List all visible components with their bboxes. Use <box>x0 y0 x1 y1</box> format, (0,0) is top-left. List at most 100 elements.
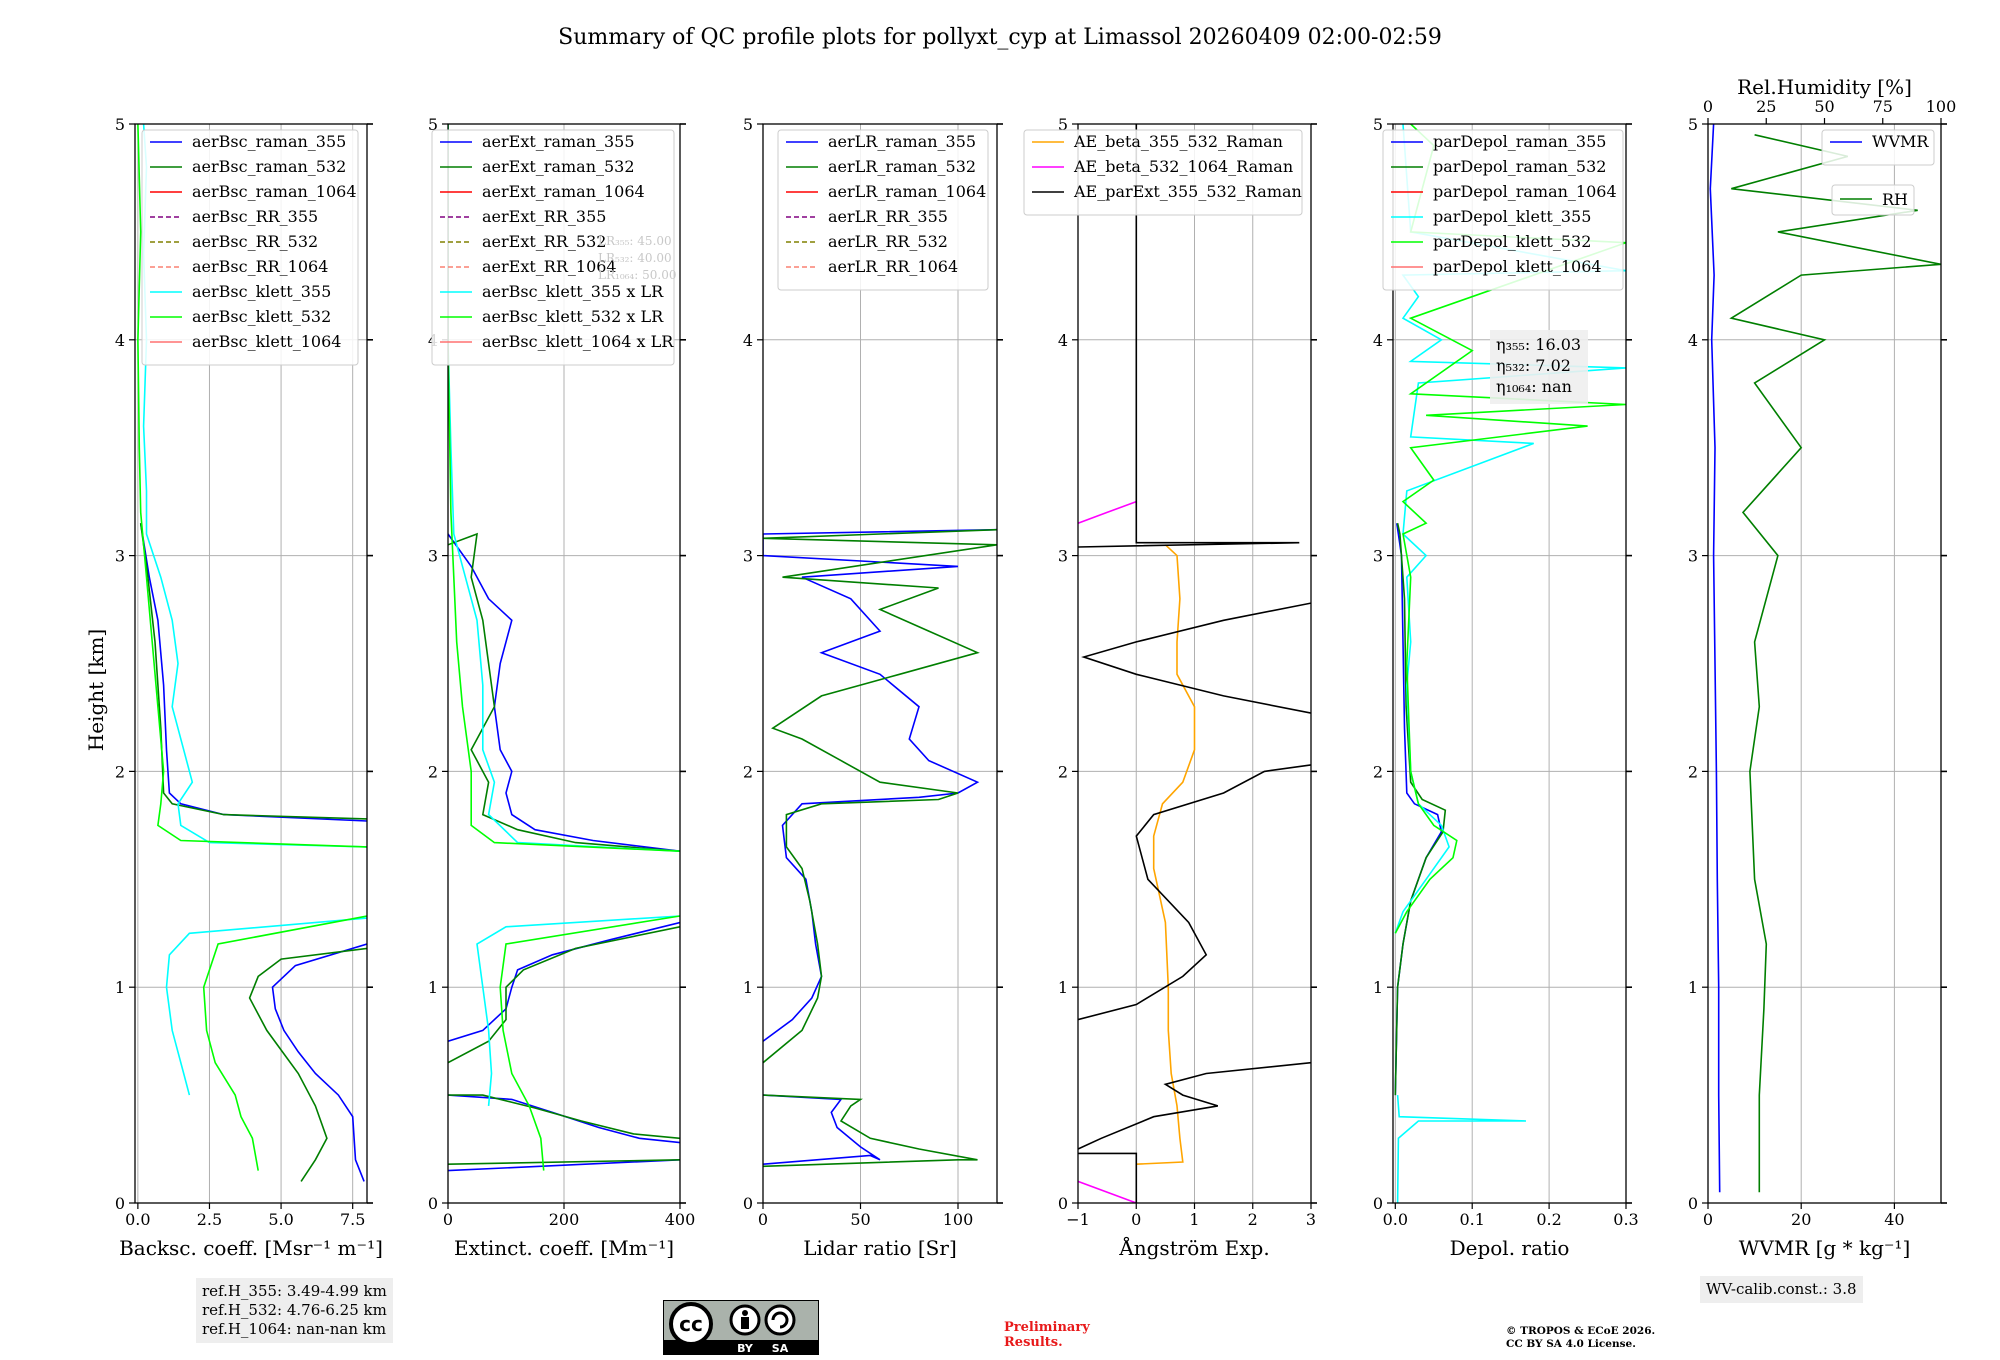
series-aerBsc_klett_355 <box>165 917 367 1096</box>
legend-label: aerBsc_raman_355 <box>192 132 346 151</box>
legend-label: aerBsc_klett_532 <box>192 307 331 326</box>
x-tick-label: 0 <box>758 1210 768 1229</box>
y-tick-label: 4 <box>743 331 753 350</box>
series-aerBsc_klett_532_xLR <box>499 915 680 1171</box>
legend-label: aerLR_RR_1064 <box>828 257 958 276</box>
x-tick-label: 5.0 <box>268 1210 293 1229</box>
legend-label: WVMR <box>1872 132 1929 151</box>
series-aerExt_raman_532 <box>448 1159 680 1165</box>
cc-by-sa-badge: cc BY SA <box>663 1300 819 1355</box>
legend-label: parDepol_raman_355 <box>1433 132 1606 151</box>
axes-frame <box>1392 123 1627 1204</box>
series-aerLR_raman_355_b <box>763 528 997 1042</box>
x-tick-label: 50 <box>850 1210 870 1229</box>
series-aerBsc_klett_532_xLR_b <box>448 124 680 852</box>
x-axis-label: Extinct. coeff. [Mm⁻¹] <box>454 1236 674 1260</box>
top-tick-label: 75 <box>1873 97 1893 116</box>
ref-height-532: ref.H_532: 4.76-6.25 km <box>202 1301 387 1319</box>
panel-ext: 0200400012345Extinct. coeff. [Mm⁻¹]aerEx… <box>428 115 695 1260</box>
y-tick-label: 4 <box>1058 331 1068 350</box>
y-tick-label: 1 <box>1058 978 1068 997</box>
lr-note: LR₃₅₅: 45.00 <box>598 234 672 248</box>
legend-label: aerBsc_RR_532 <box>192 232 318 251</box>
y-tick-label: 5 <box>743 115 753 134</box>
series-aerExt_raman_355_d <box>448 533 680 852</box>
wv-calib-box: WV-calib.const.: 3.8 <box>1700 1276 1863 1303</box>
y-tick-label: 1 <box>1373 978 1383 997</box>
legend-label: parDepol_raman_1064 <box>1433 182 1617 201</box>
series-aerBsc_raman_355_b <box>139 523 367 822</box>
x-tick-label: 20 <box>1791 1210 1811 1229</box>
legend-label: aerBsc_RR_355 <box>192 207 318 226</box>
series-aerBsc_klett_532 <box>202 915 367 1171</box>
legend-label: aerLR_raman_355 <box>828 132 976 151</box>
y-tick-label: 4 <box>1373 331 1383 350</box>
y-tick-label: 3 <box>743 547 753 566</box>
series-aerLR_raman_532_b <box>763 528 997 1064</box>
x-tick-label: 400 <box>665 1210 696 1229</box>
top-tick-label: 100 <box>1926 97 1957 116</box>
x-tick-label: 0.0 <box>125 1210 150 1229</box>
x-tick-label: −1 <box>1066 1210 1090 1229</box>
top-tick-label: 25 <box>1756 97 1776 116</box>
y-tick-label: 0 <box>428 1194 438 1213</box>
copyright-note: © TROPOS & ECoE 2026. CC BY SA 4.0 Licen… <box>1506 1325 1656 1350</box>
eta-value: η₃₅₅: 16.03 <box>1496 335 1581 354</box>
by-label: BY <box>737 1342 754 1355</box>
legend-label: aerLR_RR_355 <box>828 207 948 226</box>
top-tick-label: 50 <box>1814 97 1834 116</box>
panel-depol: 0.0 0.1 0.2 0.3 0 1 2 3 4 5 Depol. ratio parDepol_r… <box>1373 115 1639 1260</box>
legend-label: parDepol_klett_355 <box>1433 207 1591 226</box>
legend-label: aerLR_raman_532 <box>828 157 976 176</box>
x-axis-label: Ångström Exp. <box>1118 1235 1269 1260</box>
legend-label: aerBsc_klett_355 <box>192 282 331 301</box>
legend-label: AE_beta_355_532_Raman <box>1073 132 1283 151</box>
y-tick-label: 5 <box>1058 115 1068 134</box>
x-tick-label: 3 <box>1306 1210 1316 1229</box>
y-tick-label: 2 <box>1373 762 1383 781</box>
axes-frame <box>762 123 998 1204</box>
panel-lr: 0 50 100 0 1 2 3 4 5 Lidar ratio [Sr] aerLR_raman_… <box>743 115 1003 1260</box>
y-tick-label: 3 <box>115 547 125 566</box>
x-tick-label: 100 <box>943 1210 974 1229</box>
y-tick-label: 0 <box>115 1194 125 1213</box>
legend: aerExt_raman_355 aerExt_raman_532 aerExt_r… <box>431 129 675 366</box>
ref-height-1064: ref.H_1064: nan-nan km <box>202 1320 387 1338</box>
legend-label: aerBsc_raman_1064 <box>192 182 357 201</box>
y-tick-label: 2 <box>1688 762 1698 781</box>
legend-label: aerBsc_raman_532 <box>192 157 346 176</box>
legend-label: RH <box>1882 190 1908 209</box>
x-tick-label: 1 <box>1189 1210 1199 1229</box>
legend: aerBsc_raman_355 aerBsc_raman_532 aerBsc_r… <box>141 129 359 366</box>
legend-label: aerExt_RR_1064 <box>482 257 617 276</box>
x-axis-label: Backsc. coeff. [Msr⁻¹ m⁻¹] <box>119 1236 383 1260</box>
y-tick-label: 0 <box>743 1194 753 1213</box>
x-tick-label: 0.3 <box>1613 1210 1638 1229</box>
legend-label: aerBsc_RR_1064 <box>192 257 328 276</box>
series-parDepol_raman_532 <box>1394 523 1447 1096</box>
legend-label: aerBsc_klett_1064 <box>192 332 341 351</box>
y-tick-label: 2 <box>1058 762 1068 781</box>
series-aerBsc_raman_532_b <box>139 523 367 820</box>
legend-label: aerExt_raman_1064 <box>482 182 645 201</box>
series-parDepol_klett_355_b <box>1394 124 1626 934</box>
y-tick-label: 1 <box>115 978 125 997</box>
series-AE_parExt_355_532_b <box>1078 1152 1138 1203</box>
legend: WVMR <box>1821 129 1935 166</box>
series-aerLR_raman_355 <box>763 1094 881 1165</box>
legend-label: AE_parExt_355_532_Raman <box>1073 182 1302 201</box>
series-aerBsc_raman_355 <box>271 943 367 1182</box>
series-AE_parExt_355_532_c <box>1078 764 1311 1021</box>
legend-label: parDepol_klett_1064 <box>1433 257 1602 276</box>
y-tick-label: 0 <box>1688 1194 1698 1213</box>
ref-height-355: ref.H_355: 3.49-4.99 km <box>202 1282 387 1300</box>
series-AE_parExt_355_532 <box>1078 1061 1311 1150</box>
eta-value: η₁₀₆₄: nan <box>1496 377 1572 396</box>
series-aerExt_raman_532_c <box>448 1094 680 1140</box>
y-tick-label: 5 <box>1688 115 1698 134</box>
legend: parDepol_raman_355 parDepol_raman_532 parD… <box>1382 129 1624 291</box>
x-tick-label: 0.1 <box>1459 1210 1484 1229</box>
x-axis-label: WVMR [g * kg⁻¹] <box>1739 1236 1911 1260</box>
cc-label: cc <box>679 1312 703 1336</box>
